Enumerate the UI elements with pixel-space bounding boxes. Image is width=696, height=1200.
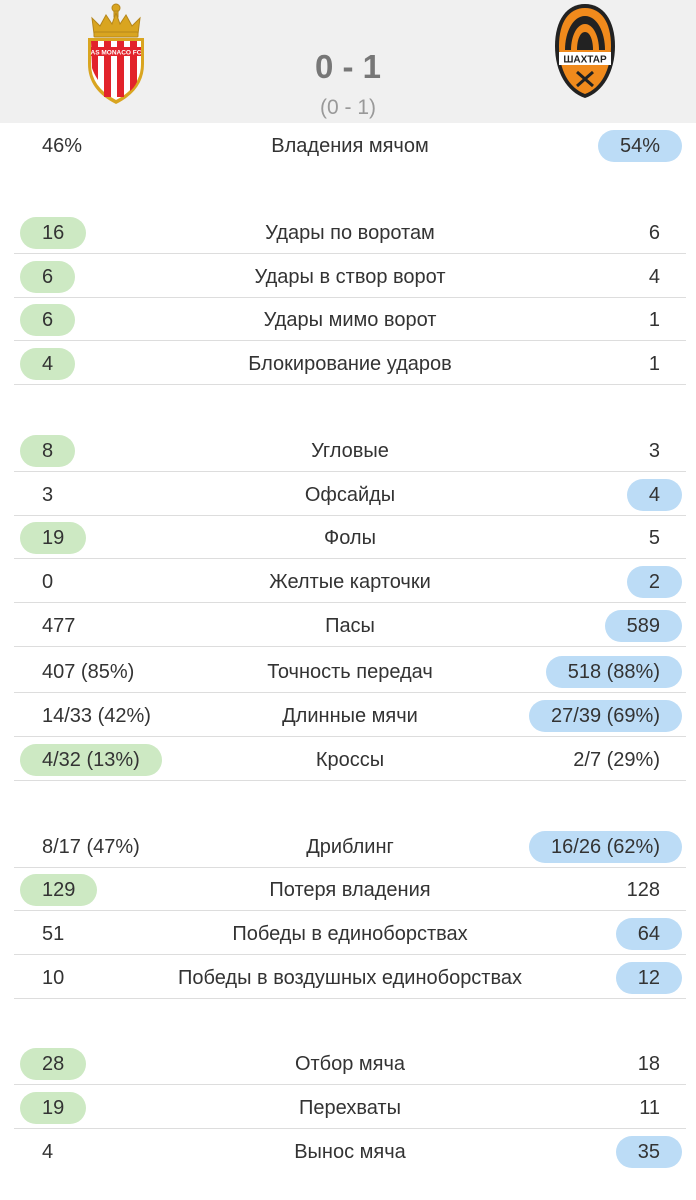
stat-label: Пасы (325, 615, 375, 637)
stat-row: Удары мимо ворот 6 1 (14, 299, 686, 341)
stat-row: Дриблинг 8/17 (47%) 16/26 (62%) (14, 826, 686, 868)
stat-row: Блокирование ударов 4 1 (14, 343, 686, 385)
home-stat-value: 19 (20, 522, 87, 554)
stat-row: Перехваты 19 11 (14, 1087, 686, 1129)
away-stat-value: 2/7 (29%) (573, 749, 660, 771)
stat-row: Победы в единоборствах 51 64 (14, 913, 686, 955)
away-stat-value: 64 (615, 918, 682, 950)
home-stat-value: 6 (20, 261, 76, 293)
home-stat-value: 3 (42, 484, 54, 506)
stat-label: Удары в створ ворот (254, 266, 446, 288)
home-stat-value: 4 (42, 1141, 54, 1163)
stat-label: Точность передач (267, 661, 433, 683)
away-stat-value: 12 (615, 962, 682, 994)
away-stat-value: 2 (626, 566, 682, 598)
stat-row: Фолы 19 5 (14, 517, 686, 559)
stat-label: Желтые карточки (269, 571, 431, 593)
away-stat-value: 3 (648, 440, 660, 462)
stat-label: Отбор мяча (294, 1053, 406, 1075)
stat-row: Удары в створ ворот 6 4 (14, 256, 686, 298)
shakhtar-logo: ШАХТАР (555, 4, 615, 98)
stat-label: Фолы (324, 527, 376, 549)
stat-row: Отбор мяча 28 18 (14, 1043, 686, 1085)
home-stat-value: 10 (42, 967, 65, 989)
home-stat-value: 129 (20, 874, 98, 906)
home-stat-value: 4 (20, 348, 76, 380)
stat-row: Кроссы 4/32 (13%) 2/7 (29%) (14, 739, 686, 781)
home-stat-value: 4/32 (13%) (20, 744, 162, 776)
halftime-score: (0 - 1) (319, 96, 376, 119)
home-stat-value: 28 (20, 1048, 87, 1080)
home-stat-value: 51 (42, 923, 65, 945)
away-stat-value: 518 (88%) (545, 656, 682, 688)
home-stat-value: 8 (20, 435, 76, 467)
stat-row: Удары по воротам 16 6 (14, 212, 686, 254)
stat-label: Вынос мяча (294, 1141, 406, 1163)
away-stat-value: 18 (637, 1053, 660, 1075)
home-stat-value: 16 (20, 217, 87, 249)
stat-label: Победы в воздушных единоборствах (178, 967, 522, 989)
stat-row: Пасы 477 589 (14, 605, 686, 647)
away-stat-value: 27/39 (69%) (529, 700, 682, 732)
home-stat-value: 46% (42, 135, 83, 157)
home-stat-value: 407 (85%) (42, 661, 135, 683)
stat-label: Перехваты (299, 1097, 401, 1119)
monaco-logo: AS MONACO FC (88, 3, 144, 104)
stat-row: Желтые карточки 0 2 (14, 561, 686, 603)
away-stat-value: 4 (626, 479, 682, 511)
match-header: AS MONACO FC ШАХТАР 0 - 1 (0 - 1) (0, 0, 696, 123)
stat-row: Победы в воздушных единоборствах 10 12 (14, 957, 686, 999)
stat-label: Офсайды (304, 484, 396, 506)
away-stat-value: 1 (648, 309, 660, 331)
away-stat-value: 4 (648, 266, 660, 288)
home-stat-value: 477 (42, 615, 76, 637)
stat-row: Владения мячом 46% 54% (14, 125, 686, 167)
home-stat-value: 14/33 (42%) (42, 705, 151, 727)
away-stat-value: 16/26 (62%) (529, 831, 682, 863)
stat-label: Удары по воротам (265, 222, 435, 244)
home-stat-value: 19 (20, 1092, 87, 1124)
stat-label: Владения мячом (271, 135, 429, 157)
stat-label: Блокирование ударов (248, 353, 452, 375)
stat-row: Длинные мячи 14/33 (42%) 27/39 (69%) (14, 695, 686, 737)
home-stat-value: 0 (42, 571, 54, 593)
stat-row: Вынос мяча 4 35 (14, 1131, 686, 1173)
home-stat-value: 6 (20, 304, 76, 336)
away-stat-value: 1 (648, 353, 660, 375)
away-stat-value: 35 (615, 1136, 682, 1168)
home-stat-value: 8/17 (47%) (42, 836, 140, 858)
stat-row: Угловые 8 3 (14, 430, 686, 472)
away-stat-value: 11 (639, 1097, 660, 1119)
svg-text:AS MONACO FC: AS MONACO FC (91, 50, 142, 57)
away-stat-value: 6 (648, 222, 660, 244)
stat-label: Угловые (311, 440, 389, 462)
svg-text:ШАХТАР: ШАХТАР (563, 55, 607, 66)
stat-label: Кроссы (315, 749, 385, 771)
away-stat-value: 54% (597, 130, 682, 162)
stat-label: Дриблинг (306, 836, 394, 858)
away-stat-value: 589 (604, 610, 682, 642)
stat-label: Длинные мячи (282, 705, 418, 727)
stat-label: Потеря владения (269, 879, 431, 901)
stat-label: Удары мимо ворот (263, 309, 437, 331)
away-stat-value: 128 (626, 879, 660, 901)
stat-row: Офсайды 3 4 (14, 474, 686, 516)
away-stat-value: 5 (648, 527, 660, 549)
stat-row: Точность передач 407 (85%) 518 (88%) (14, 651, 686, 693)
stat-row: Потеря владения 129 128 (14, 869, 686, 911)
score: 0 - 1 (314, 48, 382, 85)
stat-label: Победы в единоборствах (232, 923, 468, 945)
